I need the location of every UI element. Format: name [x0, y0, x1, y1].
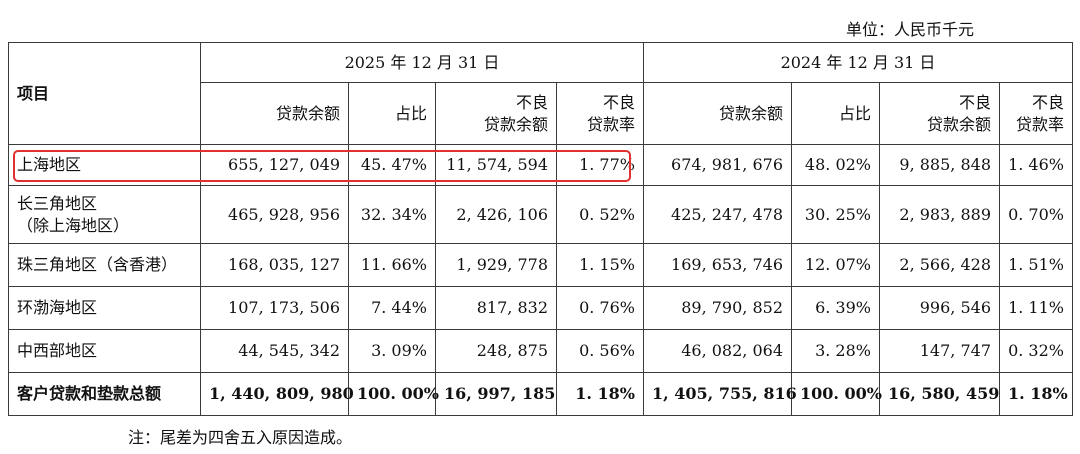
region-label: 长三角地区 （除上海地区） [8, 185, 201, 244]
header-2025-loan-balance: 贷款余额 [200, 82, 349, 145]
loan-2025: 107, 173, 506 [200, 286, 349, 330]
loan-2025: 168, 035, 127 [200, 243, 349, 287]
ratio-2025: 1. 15% [556, 243, 644, 287]
share-2025: 3. 09% [348, 329, 436, 373]
table-row-central-western: 中西部地区 44, 545, 342 3. 09% 248, 875 0. 56… [8, 329, 1073, 373]
npl-2024: 996, 546 [879, 286, 1000, 330]
ratio-2024: 1. 11% [999, 286, 1073, 330]
share-2025: 32. 34% [348, 185, 436, 244]
loan-2024: 89, 790, 852 [643, 286, 792, 330]
share-2024: 3. 28% [791, 329, 880, 373]
header-2024-npl-ratio: 不良 贷款率 [999, 82, 1073, 145]
loan-2025: 44, 545, 342 [200, 329, 349, 373]
ratio-2025: 1. 18% [556, 372, 644, 416]
loan-distribution-table: 项目 2025 年 12 月 31 日 2024 年 12 月 31 日 贷款余… [8, 42, 1073, 416]
header-row-columns: 贷款余额 占比 不良 贷款余额 不良 贷款率 贷款余额 占比 不良 贷款余额 不良 贷款… [9, 82, 1073, 145]
header-2025-share: 占比 [348, 82, 436, 145]
loan-2025: 655, 127, 049 [200, 144, 349, 186]
ratio-2025: 0. 56% [556, 329, 644, 373]
ratio-2024: 0. 70% [999, 185, 1073, 244]
npl-2025: 1, 929, 778 [435, 243, 557, 287]
ratio-2024: 0. 32% [999, 329, 1073, 373]
header-2024-share: 占比 [791, 82, 880, 145]
npl-2025: 248, 875 [435, 329, 557, 373]
share-2025: 11. 66% [348, 243, 436, 287]
header-row-years: 项目 2025 年 12 月 31 日 2024 年 12 月 31 日 [8, 42, 1073, 145]
npl-2025: 11, 574, 594 [435, 144, 557, 186]
header-2025-npl-balance: 不良 贷款余额 [435, 82, 557, 145]
loan-2024: 1, 405, 755, 816 [643, 372, 797, 416]
ratio-2025: 0. 76% [556, 286, 644, 330]
loan-2024: 169, 653, 746 [643, 243, 792, 287]
share-2024: 30. 25% [791, 185, 880, 244]
footnote: 注：尾差为四舍五入原因造成。 [128, 428, 353, 447]
share-2025: 7. 44% [348, 286, 436, 330]
ratio-2024: 1. 46% [999, 144, 1073, 186]
table-row-pearl-delta: 珠三角地区（含香港） 168, 035, 127 11. 66% 1, 929,… [8, 243, 1073, 287]
table-row-total: 客户贷款和垫款总额 1, 440, 809, 980 100. 00% 16, … [8, 372, 1073, 416]
share-2024: 100. 00% [791, 372, 882, 416]
region-label: 上海地区 [8, 144, 201, 186]
share-2024: 12. 07% [791, 243, 880, 287]
share-2024: 6. 39% [791, 286, 880, 330]
header-item: 项目 [8, 42, 201, 145]
loan-2024: 46, 082, 064 [643, 329, 792, 373]
npl-2025: 2, 426, 106 [435, 185, 557, 244]
npl-2024: 16, 580, 459 [879, 372, 1000, 416]
header-2024-loan-balance: 贷款余额 [643, 82, 792, 145]
region-label: 环渤海地区 [8, 286, 201, 330]
share-2025: 45. 47% [348, 144, 436, 186]
region-label: 珠三角地区（含香港） [8, 243, 201, 287]
loan-2025: 465, 928, 956 [200, 185, 349, 244]
ratio-2024: 1. 51% [999, 243, 1073, 287]
npl-2025: 817, 832 [435, 286, 557, 330]
header-2024-npl-balance: 不良 贷款余额 [879, 82, 1000, 145]
unit-label: 单位：人民币千元 [846, 20, 975, 39]
loan-2025: 1, 440, 809, 980 [200, 372, 354, 416]
ratio-2025: 0. 52% [556, 185, 644, 244]
npl-2024: 2, 566, 428 [879, 243, 1000, 287]
ratio-2025: 1. 77% [556, 144, 644, 186]
table-row-bohai-rim: 环渤海地区 107, 173, 506 7. 44% 817, 832 0. 7… [8, 286, 1073, 330]
share-2025: 100. 00% [348, 372, 439, 416]
header-2025-npl-ratio: 不良 贷款率 [556, 82, 644, 145]
ratio-2024: 1. 18% [999, 372, 1073, 416]
table-row-yangtze-delta: 长三角地区 （除上海地区） 465, 928, 956 32. 34% 2, 42… [8, 185, 1073, 244]
region-label: 中西部地区 [8, 329, 201, 373]
header-year-2025: 2025 年 12 月 31 日 [200, 42, 644, 83]
npl-2024: 9, 885, 848 [879, 144, 1000, 186]
header-year-2024: 2024 年 12 月 31 日 [643, 42, 1073, 83]
loan-2024: 425, 247, 478 [643, 185, 792, 244]
table-row-shanghai: 上海地区 655, 127, 049 45. 47% 11, 574, 594 … [8, 144, 1073, 186]
region-label: 客户贷款和垫款总额 [8, 372, 201, 416]
loan-2024: 674, 981, 676 [643, 144, 792, 186]
share-2024: 48. 02% [791, 144, 880, 186]
npl-2025: 16, 997, 185 [435, 372, 557, 416]
npl-2024: 2, 983, 889 [879, 185, 1000, 244]
npl-2024: 147, 747 [879, 329, 1000, 373]
